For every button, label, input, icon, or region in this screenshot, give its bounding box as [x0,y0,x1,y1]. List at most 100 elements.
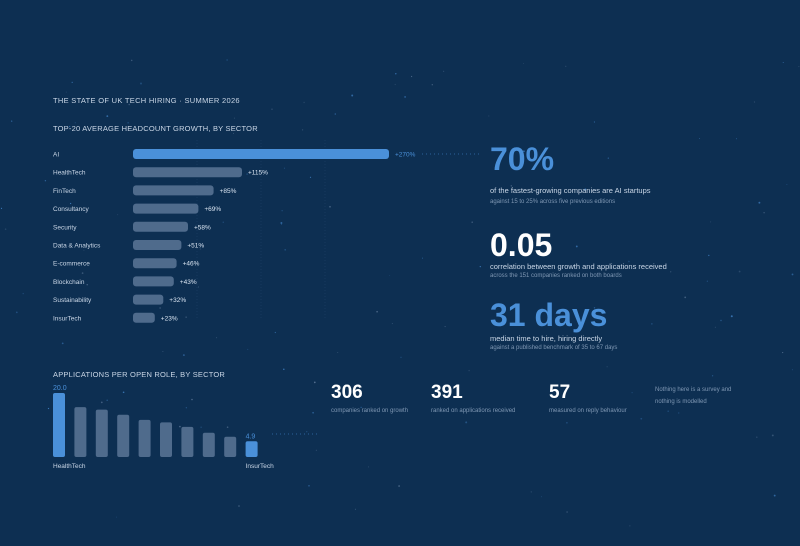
star-dot [628,260,630,263]
count-reply-value: 57 [549,382,571,403]
star-dot [431,84,433,86]
applications-bar [202,432,215,457]
growth-bar [133,185,214,196]
star-dot [530,491,532,493]
growth-bar [133,203,199,214]
applications-bar [95,409,108,457]
star-dot [122,391,125,394]
star-dot [306,431,308,433]
star-dot [773,494,776,497]
applications-bar [224,436,237,457]
star-dot [575,245,578,248]
star-dot [410,75,413,78]
star-dot [537,191,538,193]
star-dot [216,337,218,339]
category-label: InsurTech [246,463,275,470]
applications-bar [74,407,87,457]
value-label: +51% [187,243,204,250]
category-label: FinTech [53,188,76,195]
stat-ai-share-value: 70% [490,141,555,177]
star-dot [283,368,285,371]
star-dot [404,95,407,98]
applications-chart-title: APPLICATIONS PER OPEN ROLE, BY SECTOR [53,370,226,379]
star-dot [15,311,18,314]
applications-bar [117,414,130,457]
star-dot [753,101,756,103]
star-dot [301,129,304,131]
star-dot [315,449,317,451]
star-dot [786,183,788,185]
stat-time-to-hire-value: 31 days [490,297,608,333]
star-dot [791,273,794,276]
star-dot [127,121,130,124]
star-dot [791,369,793,371]
growth-bar [133,312,155,323]
star-dot [711,375,714,377]
value-label: +115% [248,170,268,177]
star-dot [391,323,393,325]
growth-bar [133,276,174,287]
stat-ai-share-sub: against 15 to 25% across five previous e… [490,199,616,205]
star-dot [798,66,800,68]
growth-bar [133,221,188,232]
growth-chart-title: TOP-20 AVERAGE HEADCOUNT GROWTH, BY SECT… [53,124,258,133]
star-dot [185,316,187,318]
star-dot [74,122,76,124]
star-dot [565,65,567,67]
category-label: Consultancy [53,206,90,213]
stat-correlation-sub: across the 151 companies ranked on both … [490,273,622,279]
star-dot [566,511,568,513]
star-dot [238,505,240,507]
value-label: +46% [183,261,200,268]
star-dot [763,212,765,214]
star-dot [139,376,141,378]
category-label: HealthTech [53,463,86,470]
star-dot [468,369,470,372]
star-dot [394,83,396,86]
star-dot [313,381,316,384]
star-dot [708,254,710,257]
growth-bar [133,240,182,250]
star-dot [651,323,653,325]
star-dot [309,176,312,178]
star-dot [247,348,249,350]
star-dot [334,113,337,115]
applications-bar [138,419,151,457]
star-dot [443,70,445,72]
star-dot [479,265,481,268]
category-label: Data & Analytics [53,243,101,250]
star-dot [584,188,587,191]
star-dot [185,407,187,409]
star-dot [523,150,525,153]
star-dot [566,421,568,424]
star-dot [284,249,286,251]
growth-bar [133,167,242,178]
star-dot [422,257,423,259]
star-dot [128,103,130,106]
star-dot [360,406,362,408]
category-label: Sustainability [53,297,92,304]
star-dot [187,375,189,377]
star-dot [226,426,229,428]
star-dot [283,167,286,169]
count-growth-label: companies ranked on growth [331,408,409,414]
star-dot [640,417,643,420]
star-dot [714,326,716,328]
star-dot [81,272,84,274]
star-dot [226,59,228,61]
star-dot [83,249,85,251]
star-dot [22,292,24,295]
methodology-note: Nothing here is a survey and nothing is … [655,387,732,405]
star-dot [116,516,117,518]
value-label: +23% [161,315,178,322]
value-label: +32% [169,297,186,304]
star-dot [738,270,741,273]
star-dot [782,61,784,63]
value-label: +69% [204,206,221,213]
star-dot [398,485,400,487]
value-label: +43% [180,279,197,286]
star-dot [191,398,193,401]
count-applications-value: 391 [431,382,463,403]
